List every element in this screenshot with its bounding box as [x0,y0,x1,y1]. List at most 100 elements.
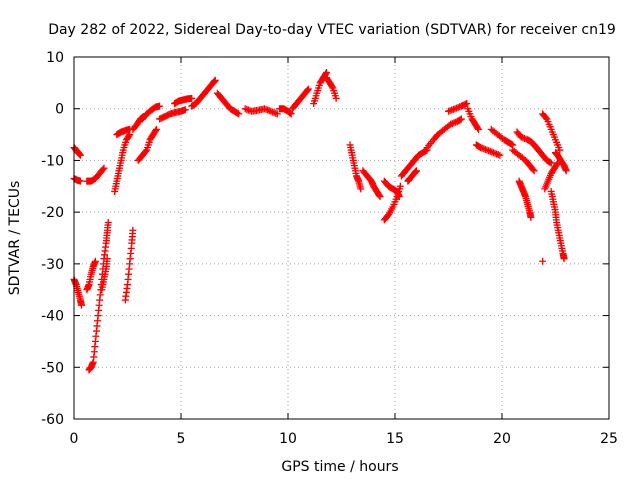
y-tick-label: 0 [55,102,64,118]
data-point [125,132,133,140]
series-ll [539,257,547,265]
data-point [156,102,164,110]
data-point [104,218,112,226]
series-e [83,257,99,294]
data-point [142,147,150,155]
series-q [213,89,243,118]
series-s [275,105,295,118]
data-point [99,165,107,173]
series-mm [541,159,562,193]
data-point [103,255,111,263]
axis-ticks: 0 5 10 15 20 25 10 0 -10 -20 -30 -40 -50 -60 [41,50,618,447]
series-d [83,164,108,185]
grid-lines [74,57,609,419]
series-a [70,144,84,159]
series-aa [397,146,431,180]
data-point [375,191,383,199]
series-u [310,69,331,108]
data-point [129,226,137,234]
series-x [359,167,384,201]
series-m [138,102,164,123]
data-point [304,85,312,93]
data-point [100,164,108,172]
data-point [457,115,465,123]
y-tick-label: -10 [41,153,64,169]
series-ff [472,141,504,159]
series-nn [547,187,568,263]
data-point [529,165,537,173]
series-l [134,125,160,164]
series-z [380,182,404,224]
y-tick-label: -50 [41,360,64,376]
series-v [323,74,340,102]
data-point [76,151,84,159]
data-point [332,94,340,102]
data-point [474,124,482,132]
data-point [396,182,404,190]
data-point [530,167,538,175]
chart-title: Day 282 of 2022, Sidereal Day-to-day VTE… [48,22,616,38]
data-point [376,193,384,201]
data-point [463,100,471,108]
series-dd [445,100,471,115]
data-point [412,167,420,175]
data-point [539,257,547,265]
data-point [211,76,219,84]
series-w [346,141,365,193]
series-cc [423,115,465,151]
data-point [547,159,555,167]
x-tick-label: 10 [279,431,297,447]
series-bb [404,167,420,185]
y-tick-label: -30 [41,257,64,273]
series-r [241,105,281,118]
series-c [70,275,85,309]
data-point [474,125,482,133]
plot-area-frame [73,56,610,420]
x-tick-label: 0 [70,431,79,447]
series-pp [530,141,555,167]
series-i [113,125,134,139]
data-point [304,86,312,94]
data-point [273,110,281,118]
series-gg [487,125,517,149]
series-jj [515,177,535,221]
x-tick-label: 15 [386,431,404,447]
data-point [91,257,99,265]
series-o [171,94,196,108]
data-point [76,177,84,185]
data-point [556,146,564,154]
data-point [152,127,160,135]
series-p [188,76,219,110]
x-axis-label: GPS time / hours [281,459,398,475]
series-t [288,85,312,113]
data-point [527,213,535,221]
data-point [562,167,570,175]
data-point [553,160,561,168]
series-oo [552,149,570,175]
data-point [322,70,330,78]
data-point [287,110,295,118]
data-point [560,255,568,263]
series-g [98,255,111,294]
series-hh [509,146,538,175]
series-h [111,131,134,195]
y-tick-label: 10 [46,50,64,66]
y-tick-label: -40 [41,309,64,325]
series-n [156,106,189,123]
y-tick-label: -20 [41,205,64,221]
data-point [357,185,365,193]
series-kk [539,110,564,154]
data-point [181,106,189,114]
data-point [542,114,550,122]
x-tick-label: 5 [177,431,186,447]
series-j [121,226,137,304]
data-point [188,94,196,102]
data-point [77,301,85,309]
series-ee [464,105,482,133]
data-point [328,83,336,91]
y-tick-label: -60 [41,412,64,428]
y-axis-label: SDTVAR / TECUs [7,181,23,296]
data-points [70,69,570,374]
